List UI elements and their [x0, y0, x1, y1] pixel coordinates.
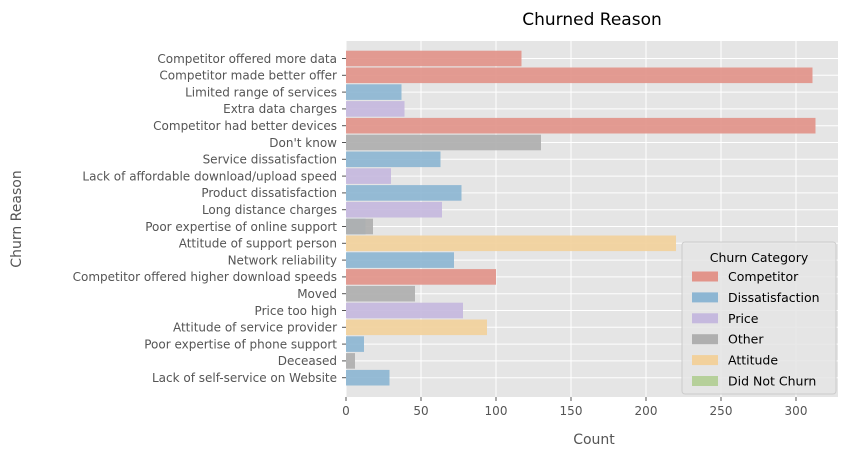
y-tick-label: Product dissatisfaction	[201, 186, 337, 200]
bar-price	[346, 302, 463, 319]
legend-swatch	[692, 376, 718, 386]
bar-price	[346, 101, 405, 117]
legend-label: Did Not Churn	[728, 374, 816, 389]
bar-price	[346, 168, 391, 184]
x-tick-label: 100	[485, 404, 508, 418]
legend-swatch	[692, 292, 718, 303]
y-tick-label: Network reliability	[228, 253, 337, 267]
bar-other	[346, 353, 355, 369]
bar-competitor	[346, 117, 816, 134]
bar-dissatisfaction	[346, 84, 402, 100]
legend-swatch	[692, 334, 718, 345]
legend-label: Attitude	[728, 353, 778, 368]
legend-label: Competitor	[728, 269, 799, 284]
y-tick-label: Competitor offered more data	[157, 52, 337, 66]
y-tick-label: Limited range of services	[185, 85, 337, 99]
y-tick-label: Poor expertise of phone support	[144, 337, 337, 351]
bar-dissatisfaction	[346, 252, 454, 268]
bar-attitude	[346, 319, 487, 336]
y-tick-label: Deceased	[278, 354, 337, 368]
bar-other	[346, 134, 541, 151]
y-tick-label: Don't know	[269, 136, 337, 150]
bar-other	[346, 218, 373, 235]
bar-dissatisfaction	[346, 151, 441, 168]
y-tick-label: Lack of affordable download/upload speed	[82, 169, 337, 183]
y-tick-label: Price too high	[255, 304, 337, 318]
x-tick-label: 150	[560, 404, 583, 418]
bars-layer	[346, 50, 816, 386]
bar-dissatisfaction	[346, 336, 364, 352]
legend-swatch	[692, 313, 718, 324]
bar-competitor	[346, 50, 522, 67]
chart-title: Churned Reason	[522, 10, 662, 30]
y-tick-label: Attitude of service provider	[173, 321, 337, 335]
legend-entries: Competitor Dissatisfaction Price Other Attit…	[692, 269, 820, 389]
bar-price	[346, 201, 442, 218]
y-tick-label: Competitor made better offer	[159, 69, 337, 83]
x-tick-label: 200	[635, 404, 658, 418]
legend-label: Price	[728, 311, 759, 326]
y-tick-label: Service dissatisfaction	[203, 153, 337, 167]
ticks-layer: 0 50 100 150 200 250 300 Competitor offered mor…	[73, 52, 808, 418]
y-tick-label: Lack of self-service on Website	[152, 371, 337, 385]
legend-title: Churn Category	[710, 250, 809, 265]
y-tick-label: Moved	[297, 287, 337, 301]
x-tick-label: 0	[342, 404, 350, 418]
y-tick-label: Long distance charges	[202, 203, 337, 217]
legend-swatch	[692, 271, 718, 282]
legend-swatch	[692, 355, 718, 366]
y-tick-label: Competitor offered higher download speed…	[73, 270, 337, 284]
y-tick-label: Poor expertise of online support	[145, 220, 337, 234]
legend-label: Dissatisfaction	[728, 290, 820, 305]
y-tick-label: Extra data charges	[223, 102, 337, 116]
bar-other	[346, 285, 415, 302]
x-tick-label: 250	[710, 404, 733, 418]
bar-competitor	[346, 269, 496, 285]
x-tick-label: 50	[413, 404, 428, 418]
legend: Churn Category Competitor Dissatisfaction…	[681, 241, 837, 395]
y-tick-label: Competitor had better devices	[153, 119, 337, 133]
bar-attitude	[346, 235, 676, 252]
legend-frame	[681, 241, 837, 395]
bar-competitor	[346, 67, 813, 84]
bar-dissatisfaction	[346, 369, 390, 386]
x-tick-label: 300	[785, 404, 808, 418]
legend-label: Other	[728, 332, 764, 347]
y-tick-label: Attitude of support person	[179, 237, 337, 251]
bar-dissatisfaction	[346, 185, 462, 201]
y-axis-label: Churn Reason	[9, 170, 25, 267]
x-axis-label: Count	[573, 432, 615, 448]
